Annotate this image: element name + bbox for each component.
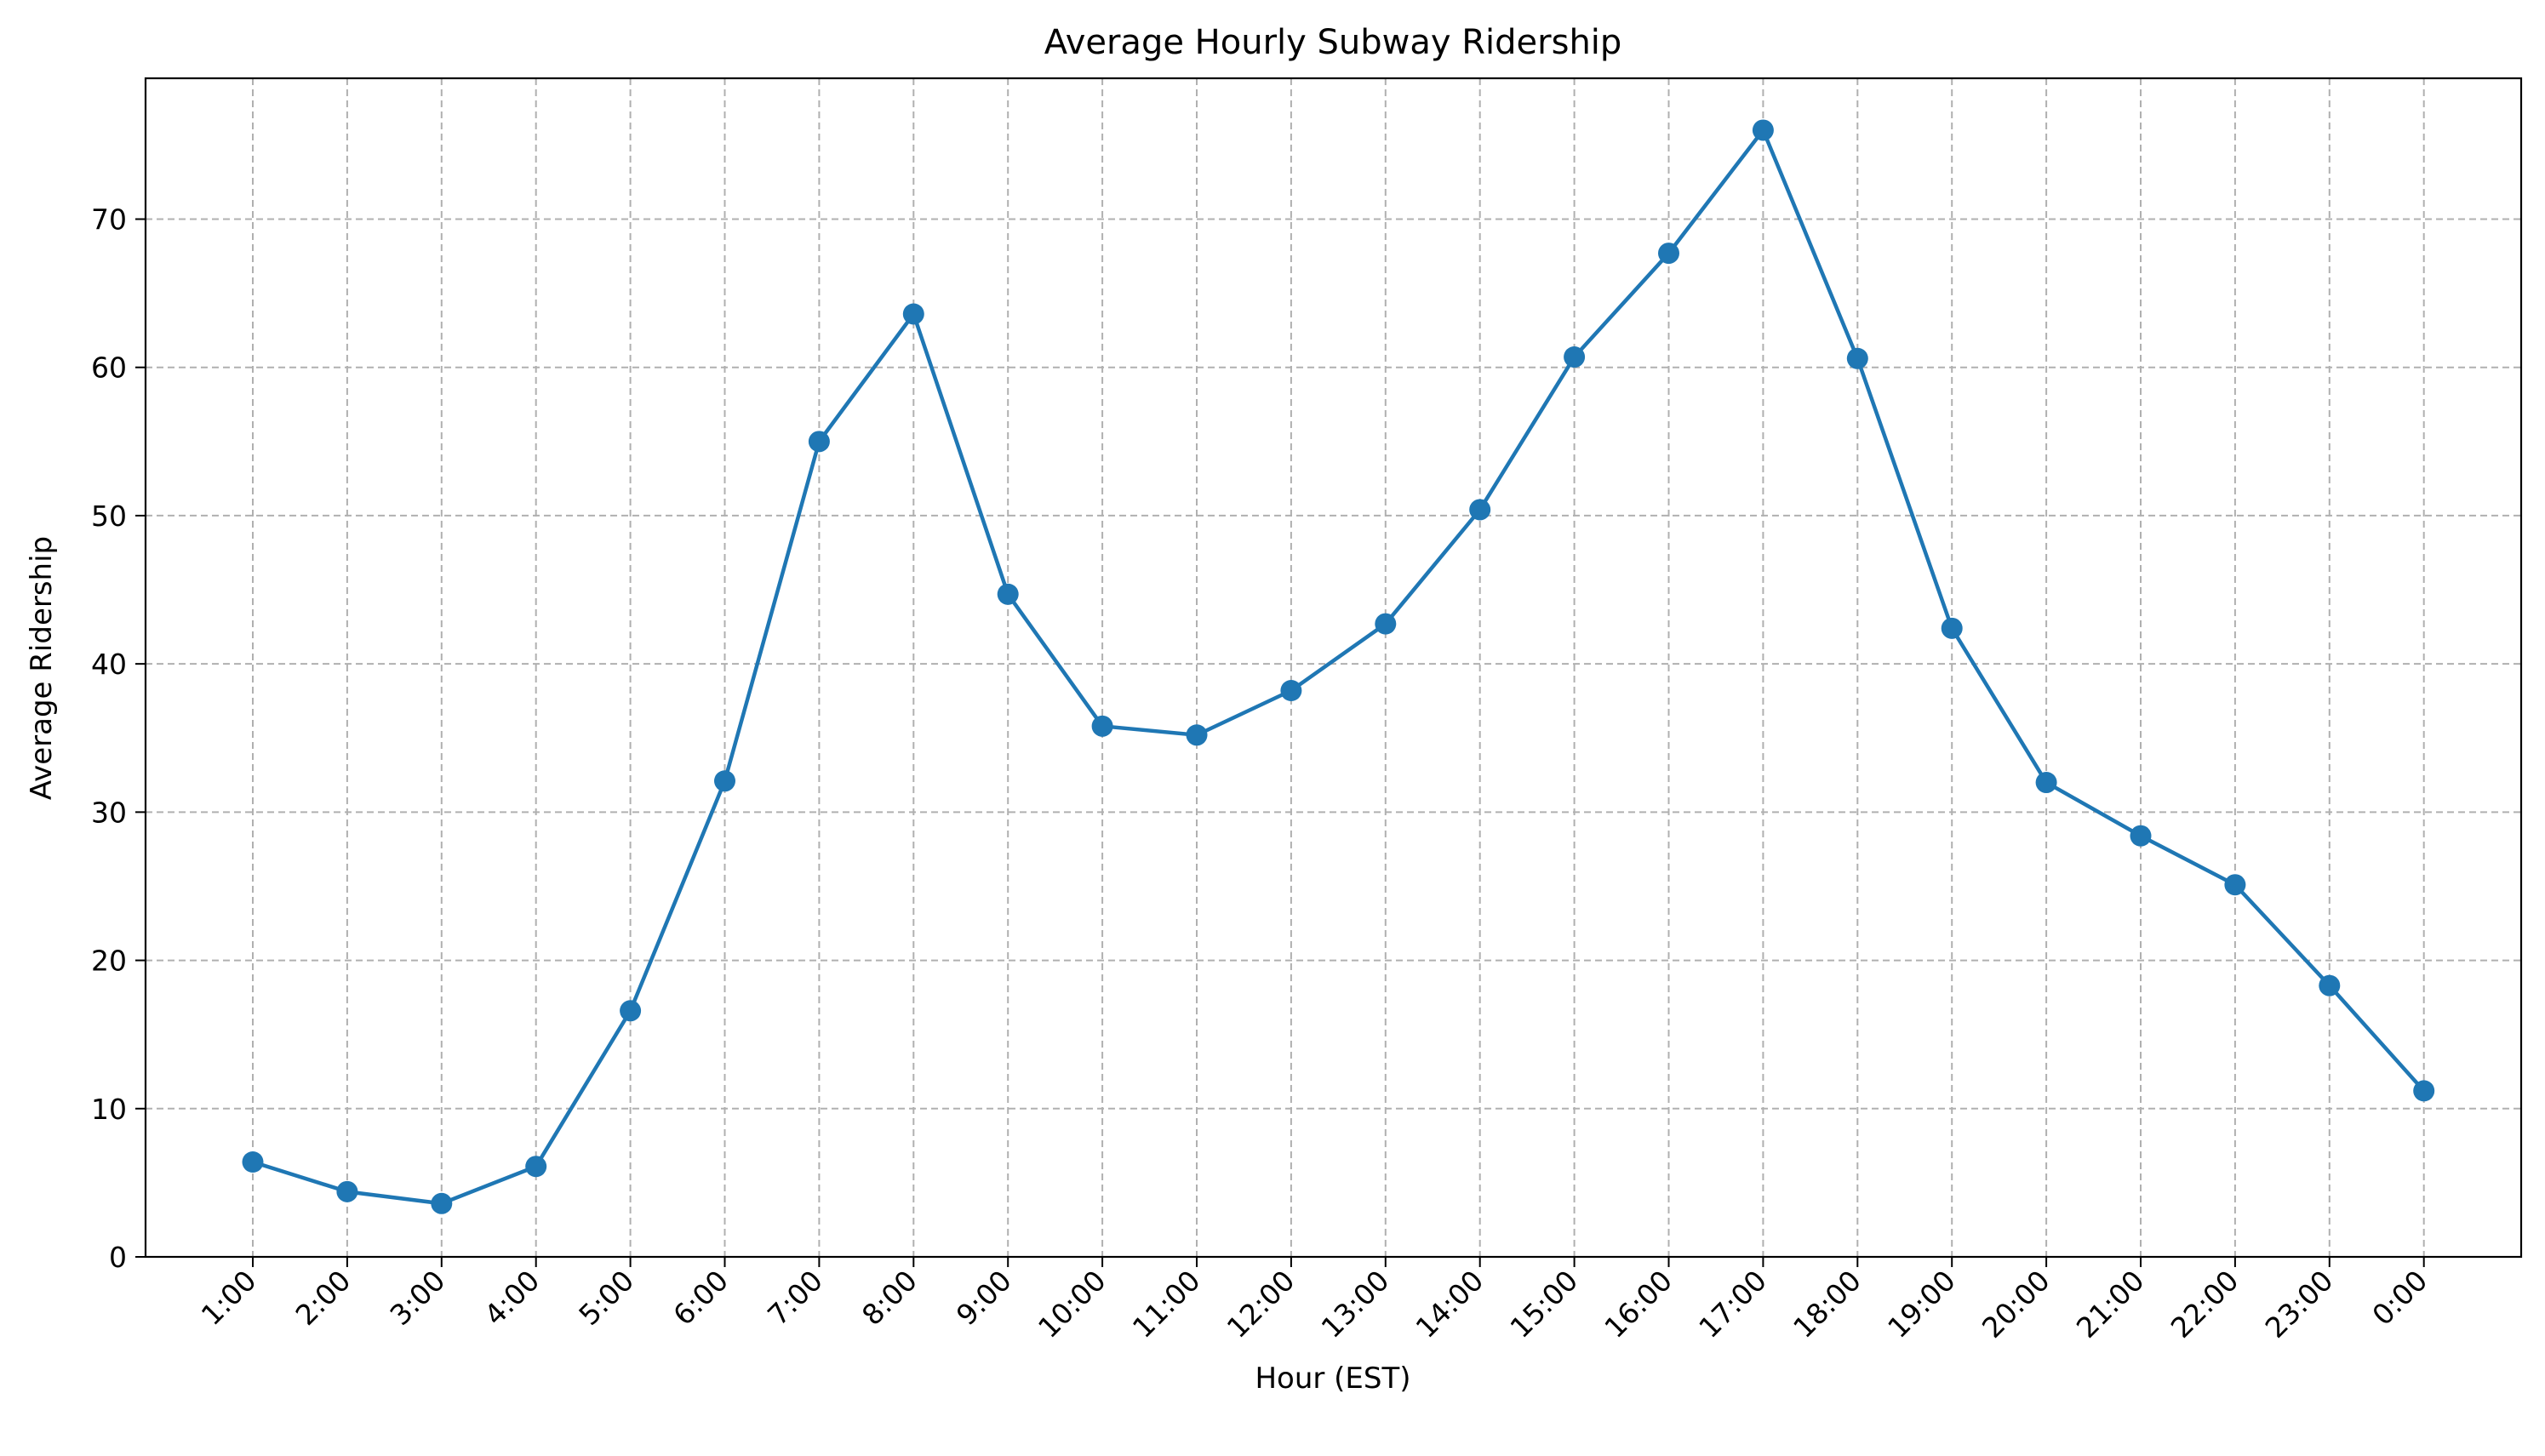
- series-line: [252, 128, 2426, 1206]
- data-point: [1186, 724, 1208, 746]
- y-tick-label: 10: [91, 1093, 127, 1126]
- data-point: [2319, 974, 2341, 996]
- data-point: [714, 770, 735, 792]
- data-point: [1280, 680, 1302, 702]
- data-point: [1846, 347, 1868, 369]
- data-point: [808, 431, 830, 453]
- y-tick-label: 40: [91, 648, 127, 681]
- data-point: [902, 303, 924, 325]
- data-point: [2035, 772, 2057, 794]
- data-point: [1469, 499, 1491, 521]
- data-point: [2413, 1080, 2435, 1102]
- data-point: [1564, 346, 1586, 368]
- y-tick-label: 20: [91, 945, 127, 978]
- y-tick-label: 50: [91, 500, 127, 533]
- data-point: [997, 583, 1019, 605]
- y-tick-label: 0: [109, 1241, 127, 1274]
- data-point: [525, 1156, 547, 1178]
- y-axis-label: Average Ridership: [25, 536, 59, 800]
- grid-lines: [146, 78, 2521, 1257]
- data-series: [242, 119, 2435, 1214]
- data-point: [431, 1192, 453, 1214]
- data-point: [1658, 243, 1679, 265]
- data-point: [2130, 825, 2152, 847]
- data-point: [1941, 617, 1963, 639]
- chart-title: Average Hourly Subway Ridership: [1044, 23, 1622, 62]
- data-point: [1375, 613, 1397, 635]
- plot-frame: [144, 77, 2523, 1259]
- data-point: [620, 1000, 642, 1022]
- data-point: [2224, 874, 2246, 896]
- y-tick-label: 70: [91, 203, 127, 237]
- data-point: [336, 1180, 358, 1202]
- x-axis-label: Hour (EST): [1255, 1362, 1410, 1396]
- data-point: [1752, 119, 1774, 141]
- data-point: [242, 1151, 264, 1173]
- data-point: [1091, 715, 1113, 737]
- y-tick-label: 30: [91, 796, 127, 829]
- y-tick-label: 60: [91, 351, 127, 385]
